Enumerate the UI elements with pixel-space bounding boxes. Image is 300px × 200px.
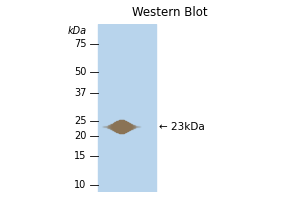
Text: Western Blot: Western Blot — [132, 6, 208, 19]
Bar — [98, 24, 156, 192]
Text: 20: 20 — [74, 131, 87, 141]
Text: ← 23kDa: ← 23kDa — [159, 122, 204, 132]
Text: kDa: kDa — [68, 26, 87, 36]
Text: 10: 10 — [74, 180, 87, 190]
Text: 25: 25 — [74, 116, 87, 126]
Text: 15: 15 — [74, 151, 87, 161]
Text: 37: 37 — [74, 88, 87, 98]
Text: 75: 75 — [74, 39, 87, 49]
Text: 50: 50 — [74, 67, 87, 77]
